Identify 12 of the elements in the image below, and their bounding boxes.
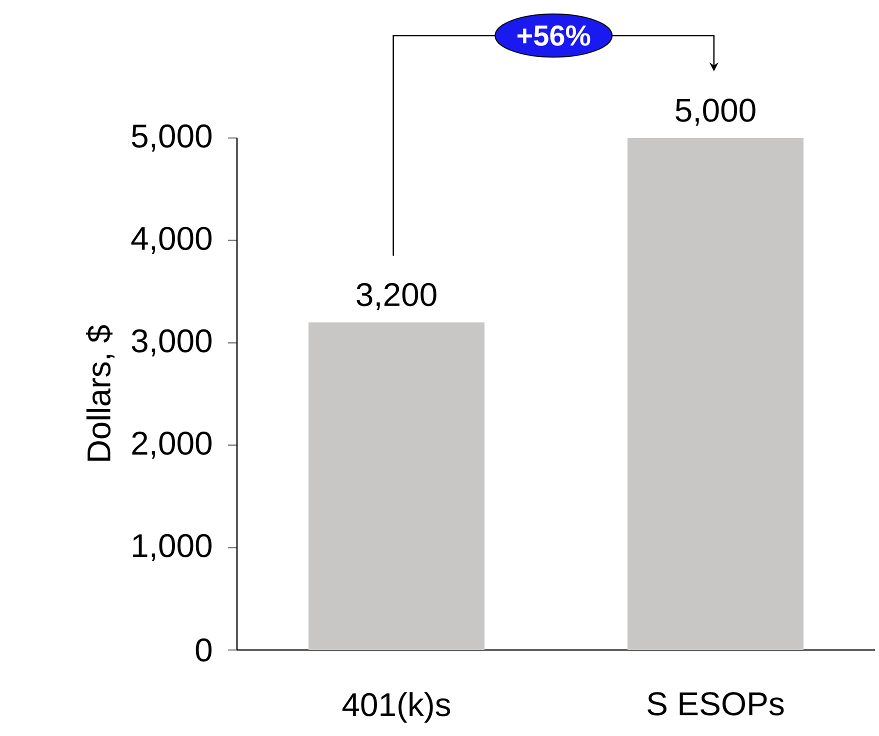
data-label: 5,000	[676, 98, 756, 126]
x-tick-label: 401(k)s	[342, 692, 450, 723]
y-tick-label: 5,000	[132, 124, 212, 152]
data-label: 3,200	[356, 282, 436, 310]
y-tick-label: 0	[196, 638, 212, 662]
y-tick-label: 4,000	[131, 226, 212, 254]
y-tick-label: 2,000	[132, 432, 212, 459]
y-tick-label: 3,000	[132, 329, 212, 356]
text: +56%	[517, 25, 590, 46]
y-axis-title: Dollars, $	[86, 325, 114, 461]
x-tick-label: S ESOPs	[648, 692, 784, 716]
y-tick-label: 1,000	[133, 534, 212, 562]
